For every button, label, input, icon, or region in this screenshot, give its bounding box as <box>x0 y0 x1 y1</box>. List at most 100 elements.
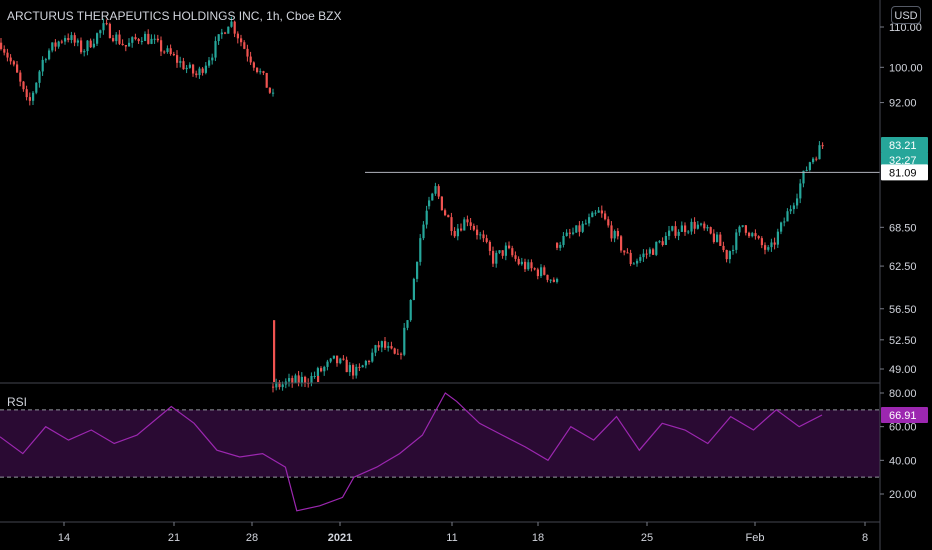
rsi-badge <box>881 407 928 424</box>
candle-body <box>440 196 443 211</box>
candle-body <box>44 59 47 61</box>
candle-body <box>387 346 390 348</box>
candle-body <box>35 82 38 93</box>
candle-segment <box>556 141 824 267</box>
candle-body <box>607 219 610 226</box>
candle-body <box>131 37 134 43</box>
candle-body <box>409 299 412 321</box>
time-tick-label: Feb <box>746 532 765 544</box>
candle-body <box>479 234 482 236</box>
candle-body <box>604 213 607 220</box>
candle-body <box>623 250 626 253</box>
candle-body <box>751 233 754 237</box>
candle-body <box>476 229 479 236</box>
candle-body <box>144 33 147 41</box>
candle-body <box>240 38 243 43</box>
candle-body <box>86 40 89 52</box>
candle-body <box>169 48 172 54</box>
candle-body <box>469 222 472 226</box>
candle-body <box>584 223 587 225</box>
candle-body <box>444 210 447 216</box>
candle-body <box>498 250 501 253</box>
candle-body <box>92 43 95 48</box>
candle-body <box>195 73 198 76</box>
candle-body <box>524 261 527 270</box>
candle-body <box>361 365 364 368</box>
candle-body <box>317 375 320 382</box>
candle-body <box>677 231 680 236</box>
candle-body <box>323 366 326 372</box>
candle-body <box>172 53 175 56</box>
candle-body <box>336 355 339 364</box>
candle-segment <box>0 16 275 106</box>
candle-body <box>789 209 792 212</box>
candle-body <box>38 71 41 83</box>
candle-body <box>374 345 377 353</box>
candle-body <box>639 257 642 261</box>
candle-body <box>511 248 514 256</box>
candle-body <box>273 320 276 382</box>
candle-body <box>783 221 786 223</box>
candle-body <box>450 217 453 231</box>
candle-body <box>722 245 725 250</box>
candle-body <box>76 40 79 43</box>
candle-body <box>616 231 619 237</box>
candle-body <box>818 145 821 160</box>
rsi-tick-label: 80.00 <box>889 388 917 400</box>
candle-body <box>54 42 57 47</box>
candle-body <box>22 81 25 90</box>
candle-body <box>735 232 738 250</box>
time-tick-label: 28 <box>246 532 258 544</box>
candle-body <box>214 41 217 58</box>
candle-body <box>425 210 428 225</box>
rsi-tick-label: 40.00 <box>889 455 917 467</box>
rsi-line <box>0 392 823 512</box>
rsi-label: RSI <box>7 395 28 409</box>
candle-body <box>738 226 741 233</box>
candle-body <box>6 52 9 58</box>
candle-body <box>808 162 811 170</box>
candle-body <box>153 38 156 40</box>
price-tick-label: 68.50 <box>889 222 917 234</box>
candle-body <box>626 252 629 254</box>
rsi-pane[interactable] <box>0 392 880 512</box>
candle-body <box>488 241 491 251</box>
candle-body <box>748 232 751 237</box>
price-pane[interactable] <box>0 16 880 393</box>
candle-body <box>355 366 358 376</box>
rsi-tick-label: 60.00 <box>889 422 917 434</box>
time-tick-label: 2021 <box>328 532 352 544</box>
candle-body <box>256 67 259 73</box>
candle-body <box>380 341 383 348</box>
candle-body <box>176 55 179 63</box>
candle-body <box>648 249 651 254</box>
candle-body <box>428 200 431 207</box>
candle-body <box>329 358 332 362</box>
candle-body <box>390 346 393 349</box>
candle-body <box>304 376 307 383</box>
candle-body <box>780 222 783 232</box>
candle-body <box>757 236 760 239</box>
candle-body <box>246 48 249 57</box>
candle-body <box>712 233 715 242</box>
price-tick-label: 62.50 <box>889 261 917 273</box>
candle-body <box>406 320 409 328</box>
candle-body <box>703 223 706 229</box>
candle-body <box>332 355 335 359</box>
candle-body <box>368 361 371 363</box>
price-tick-label: 52.50 <box>889 335 917 347</box>
candle-body <box>89 40 92 48</box>
candle-body <box>540 267 543 277</box>
price-badge-label: 32:27 <box>889 155 917 167</box>
candle-body <box>504 245 507 256</box>
candle-body <box>179 61 182 63</box>
candle-body <box>236 33 239 39</box>
candle-body <box>12 61 15 65</box>
candle-body <box>128 42 131 47</box>
candle-body <box>320 368 323 372</box>
candle-body <box>492 250 495 264</box>
candle-body <box>80 40 83 53</box>
currency-button[interactable]: USD <box>891 6 921 24</box>
candle-body <box>568 232 571 234</box>
